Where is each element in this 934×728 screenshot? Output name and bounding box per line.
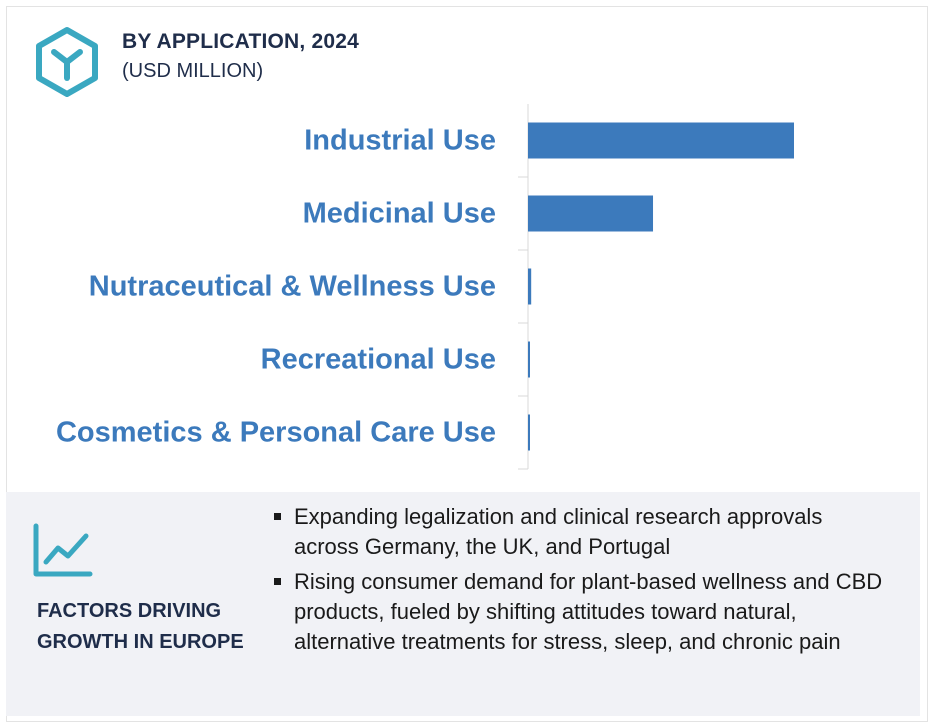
bar [528,341,530,378]
chart-title: BY APPLICATION, 2024 [122,30,360,53]
category-label: Recreational Use [261,344,496,376]
factors-list: Expanding legalization and clinical rese… [272,502,892,662]
bar [528,195,654,232]
bar [528,268,532,305]
category-label: Industrial Use [304,125,496,157]
category-label: Cosmetics & Personal Care Use [56,417,496,449]
bullet-icon [274,513,281,520]
bar [528,414,530,451]
bar [528,122,794,159]
bar-chart: Industrial Use Medicinal Use Nutraceutical… [56,104,794,470]
factor-item: Rising consumer demand for plant-based w… [272,567,892,657]
bullet-icon [274,578,281,585]
category-label: Nutraceutical & Wellness Use [89,271,496,303]
trend-line-icon [33,523,93,577]
factors-panel [6,492,920,716]
chart-subtitle: (USD MILLION) [122,60,264,82]
cube-y-icon [36,27,98,97]
factors-heading: FACTORS DRIVING GROWTH IN EUROPE [37,600,244,653]
factor-item: Expanding legalization and clinical rese… [272,502,892,562]
factor-text: Expanding legalization and clinical rese… [294,504,823,559]
category-label: Medicinal Use [303,198,496,230]
factor-text: Rising consumer demand for plant-based w… [294,569,883,654]
